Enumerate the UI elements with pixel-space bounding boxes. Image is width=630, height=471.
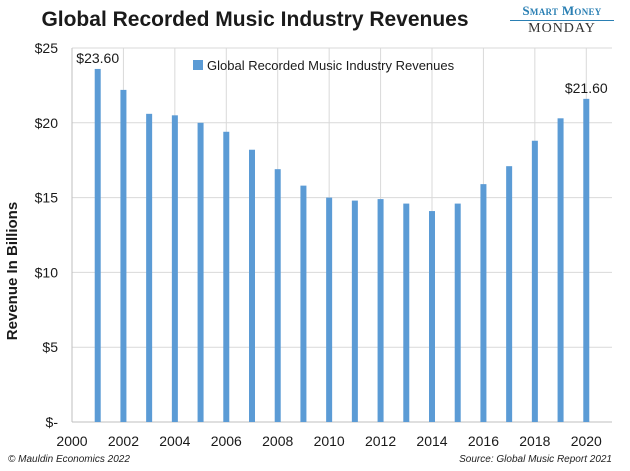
x-tick-label: 2016 xyxy=(468,433,499,449)
y-tick-label: $15 xyxy=(35,190,59,206)
brand-logo-rule xyxy=(510,20,614,21)
x-tick-label: 2014 xyxy=(416,433,447,449)
bar xyxy=(351,200,358,422)
bar xyxy=(223,131,230,422)
x-tick-label: 2020 xyxy=(571,433,602,449)
bar xyxy=(403,203,410,422)
bar xyxy=(557,118,564,422)
x-tick-label: 2010 xyxy=(314,433,345,449)
bar xyxy=(249,149,255,422)
bar xyxy=(531,140,538,422)
bar xyxy=(197,122,204,423)
y-tick-label: $25 xyxy=(35,40,59,56)
bar xyxy=(377,199,384,422)
x-tick-label: 2000 xyxy=(56,433,87,449)
x-tick-label: 2006 xyxy=(211,433,242,449)
legend-swatch xyxy=(193,60,203,70)
x-tick-label: 2018 xyxy=(519,433,550,449)
bar xyxy=(480,184,487,422)
brand-logo: Smart Money MONDAY xyxy=(502,3,622,37)
bar xyxy=(429,211,435,422)
y-tick-label: $20 xyxy=(35,115,59,131)
y-axis-title: Revenue In Billions xyxy=(4,202,21,340)
bar xyxy=(94,68,101,422)
x-tick-label: 2002 xyxy=(108,433,139,449)
brand-logo-top: Smart Money xyxy=(522,3,602,18)
y-tick-label: $10 xyxy=(35,264,59,280)
bar xyxy=(300,185,307,422)
legend: Global Recorded Music Industry Revenues xyxy=(193,58,455,73)
bar xyxy=(146,113,153,422)
labels: $23.60 $21.60 xyxy=(76,50,608,96)
legend-label: Global Recorded Music Industry Revenues xyxy=(207,58,455,73)
data-label: $23.60 xyxy=(76,50,119,66)
chart-title: Global Recorded Music Industry Revenues xyxy=(41,8,469,31)
copyright-note: © Mauldin Economics 2022 xyxy=(8,454,130,465)
y-tick-label: $5 xyxy=(42,339,58,355)
bar xyxy=(171,115,178,422)
bar xyxy=(454,203,461,422)
x-tick-label: 2004 xyxy=(159,433,190,449)
x-tick-label: 2008 xyxy=(262,433,293,449)
bar xyxy=(326,197,333,422)
bar xyxy=(583,98,590,422)
gridlines xyxy=(72,47,612,422)
bar xyxy=(120,89,127,422)
bar xyxy=(274,169,281,422)
data-label: $21.60 xyxy=(565,80,608,96)
x-tick-label: 2012 xyxy=(365,433,396,449)
bars xyxy=(94,68,590,423)
source-note: Source: Global Music Report 2021 xyxy=(459,454,612,465)
y-tick-label: $- xyxy=(46,414,59,430)
axes: $- $5 $10 $15 $20 $25 2000 2002 2004 2006 2008 2010… xyxy=(4,40,612,449)
brand-logo-bottom: MONDAY xyxy=(528,21,596,36)
bar xyxy=(506,166,513,422)
